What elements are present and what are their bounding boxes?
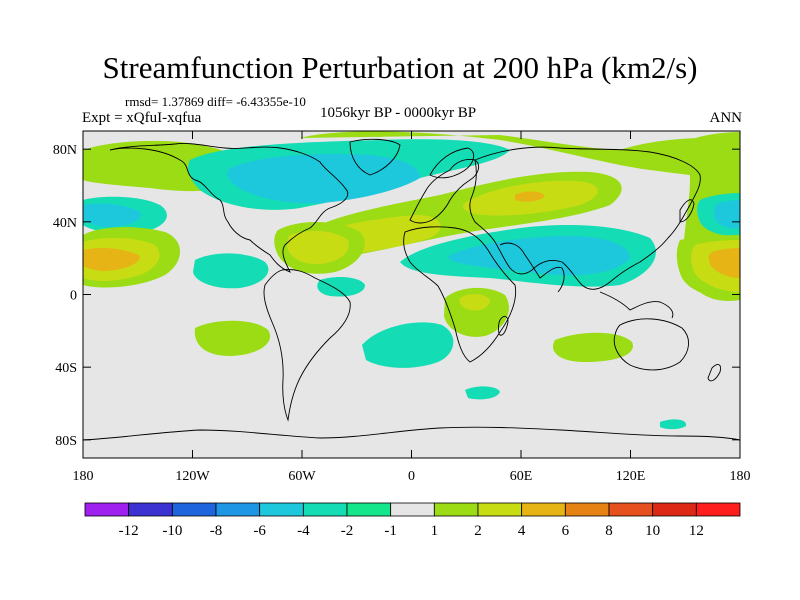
orange-central-pacific	[83, 248, 140, 271]
colorbar-label: -1	[384, 523, 397, 539]
coast-scandinavia	[429, 147, 475, 179]
contour-fill-layer	[83, 131, 740, 458]
experiment-label: Expt = xQfuI-xqfua	[82, 110, 202, 126]
teal-south-atlantic-large	[362, 322, 454, 368]
green-band-north-asia	[300, 131, 740, 178]
coast-antarctica	[83, 426, 740, 441]
colorbar-label: 6	[562, 523, 570, 539]
x-tick-label: 120E	[616, 469, 646, 484]
colorbar-swatch	[521, 502, 566, 517]
colorbar-label: 1	[431, 523, 439, 539]
y-tick-label: 80N	[53, 143, 77, 158]
colorbar-swatch	[215, 502, 261, 517]
coast-south-america	[263, 269, 351, 422]
coast-africa	[403, 226, 517, 363]
teal-antarctic-pacific	[660, 419, 687, 430]
yellow-tropical-atlantic	[287, 230, 349, 265]
colorbar-swatch	[564, 502, 610, 517]
x-tick-label: 60W	[288, 469, 316, 484]
coast-australia	[613, 318, 689, 371]
x-tick-label: 0	[408, 469, 415, 484]
y-tick-label: 80S	[55, 434, 77, 449]
coast-southeast-asia	[599, 291, 674, 319]
stats-line: rmsd= 1.37869 diff= -6.43355e-10	[125, 94, 306, 109]
yellow-east-africa	[459, 294, 490, 311]
orange-west-pacific-east	[708, 248, 740, 278]
y-tick-label: 40N	[53, 216, 77, 231]
colorbar-label: 2	[474, 523, 482, 539]
chart-title: Streamfunction Perturbation at 200 hPa (…	[102, 50, 698, 85]
coast-greenland	[349, 138, 401, 176]
coast-asia	[469, 146, 701, 290]
green-south-pacific	[194, 320, 271, 356]
colorbar-swatch	[171, 502, 217, 517]
coast-madagascar	[497, 315, 509, 336]
colorbar-label: -10	[162, 523, 182, 539]
teal-south-atlantic	[317, 277, 365, 297]
colorbar-swatch	[695, 502, 741, 517]
colorbar-label: 4	[518, 523, 526, 539]
x-tick-label: 180	[73, 469, 94, 484]
colorbar-swatch	[652, 502, 697, 517]
colorbar-label: 12	[689, 523, 704, 539]
x-tick-label: 60E	[510, 469, 533, 484]
colorbar: -12 -10 -8 -6 -4 -2 -1 1 2 4 6 8 10 12	[84, 502, 741, 539]
coast-arabia-india	[499, 242, 565, 293]
y-tick-label: 40S	[55, 361, 77, 376]
colorbar-swatch	[128, 502, 173, 517]
colorbar-label: -4	[297, 523, 310, 539]
coastlines	[83, 138, 740, 441]
colorbar-swatch	[433, 502, 479, 517]
cyan-east-pacific	[83, 203, 141, 227]
cyan-core-north-atlantic	[227, 153, 420, 204]
colorbar-label: -2	[341, 523, 354, 539]
colorbar-swatch	[84, 502, 130, 517]
colorbar-label: 8	[605, 523, 613, 539]
teal-south-america-north	[193, 253, 269, 289]
colorbar-swatch	[390, 502, 435, 517]
colorbar-swatch	[477, 502, 523, 517]
season-label: ANN	[709, 110, 743, 126]
colorbar-swatch	[346, 502, 392, 517]
cyan-core-asia	[448, 236, 630, 276]
colorbar-label: 10	[645, 523, 660, 539]
coast-north-america	[109, 143, 349, 273]
colorbar-label: -6	[253, 523, 266, 539]
cyan-west-pacific	[714, 200, 740, 229]
colorbar-swatch	[302, 502, 348, 517]
x-tick-label: 180	[730, 469, 751, 484]
coast-europe	[409, 159, 480, 224]
period-label: 1056kyr BP - 0000kyr BP	[320, 105, 477, 121]
y-tick-label: 0	[70, 289, 77, 304]
axis-ticks: 180 120W 60W 0 60E 120E 180 80N 40N 0 40S 80S	[53, 131, 751, 484]
orange-core-europe	[515, 191, 545, 202]
colorbar-label: -12	[119, 523, 139, 539]
green-south-indian	[553, 332, 633, 362]
colorbar-swatch	[259, 502, 304, 517]
teal-south-ocean	[465, 386, 500, 400]
coast-japan	[679, 199, 695, 223]
colorbar-swatch	[608, 502, 654, 517]
x-tick-label: 120W	[175, 469, 210, 484]
coast-new-zealand	[707, 364, 721, 382]
colorbar-label: -8	[210, 523, 223, 539]
